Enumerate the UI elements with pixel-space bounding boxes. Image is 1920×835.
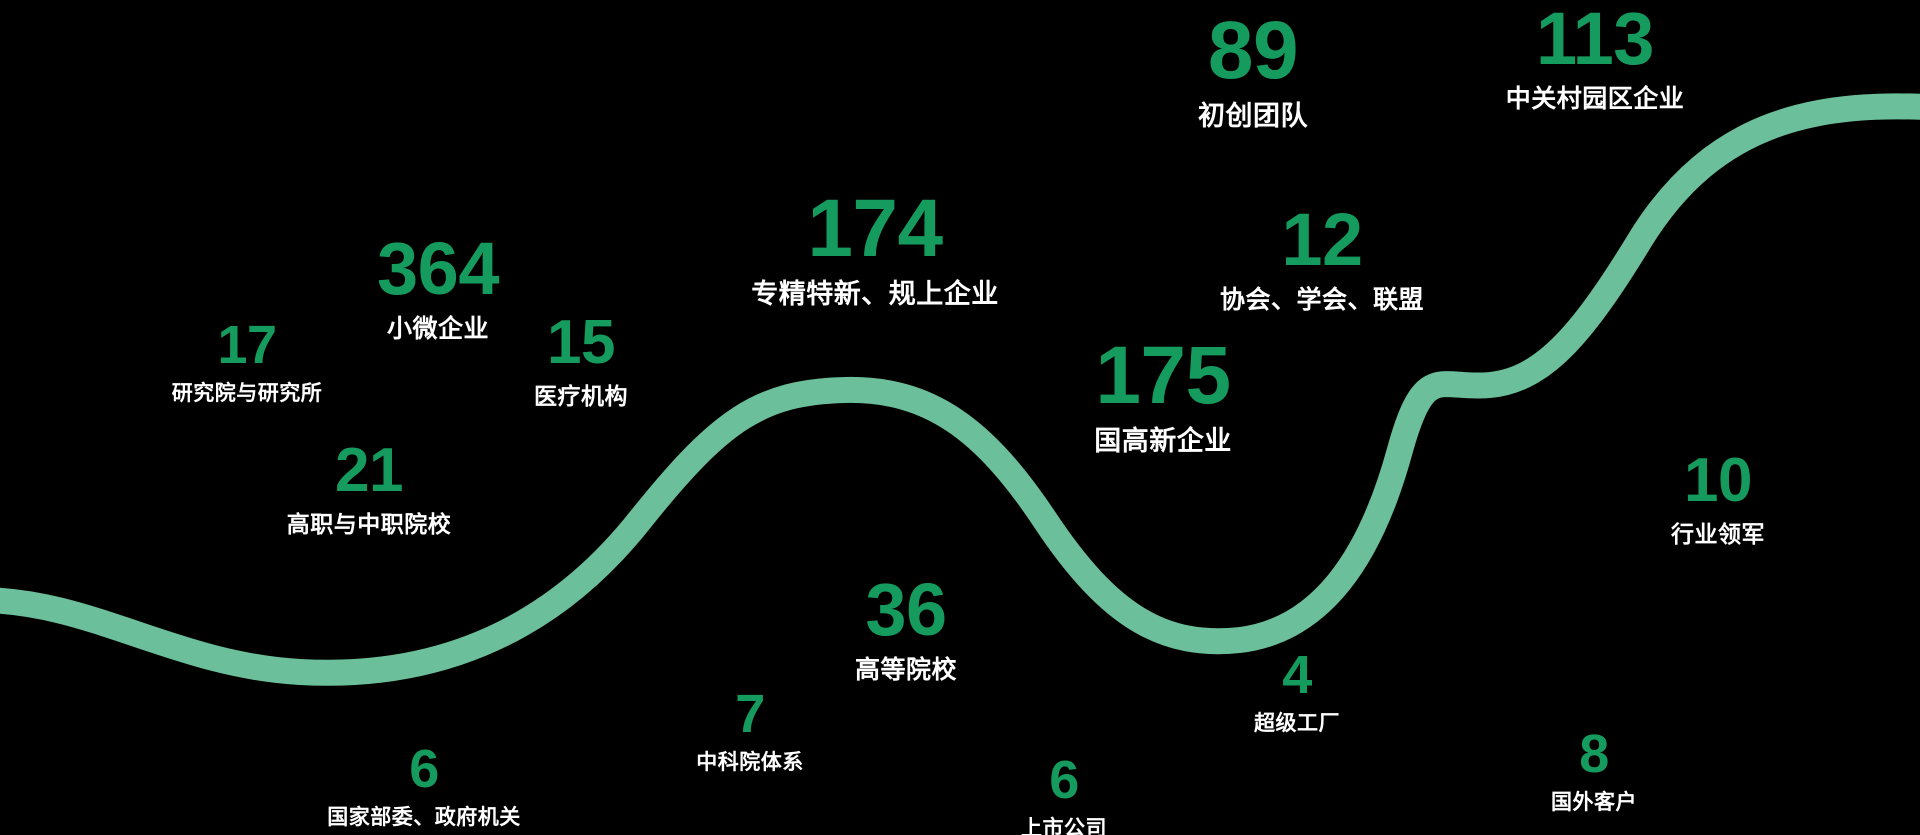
stat-label: 行业领军 [1671, 521, 1765, 547]
stat-item: 4 超级工厂 [1254, 648, 1340, 735]
stat-value: 364 [377, 227, 499, 310]
stat-label: 高等院校 [854, 656, 958, 684]
stat-value: 7 [735, 684, 765, 744]
stat-label: 协会、学会、联盟 [1219, 286, 1425, 314]
stat-label: 研究院与研究所 [171, 382, 323, 405]
stat-value: 89 [1207, 5, 1299, 96]
stat-value: 21 [335, 436, 403, 505]
stat-item: 6 上市公司 [1021, 753, 1107, 835]
stat-value: 8 [1579, 724, 1609, 784]
stat-label: 国外客户 [1551, 791, 1637, 814]
stat-value: 10 [1684, 446, 1752, 515]
stat-label: 医疗机构 [534, 383, 628, 409]
stat-item: 89 初创团队 [1198, 10, 1308, 132]
stat-item: 113 中关村园区企业 [1506, 2, 1685, 114]
stat-value: 174 [807, 183, 943, 274]
stat-value: 12 [1281, 198, 1363, 281]
stat-label: 中科院体系 [696, 751, 804, 774]
stat-value: 6 [1049, 750, 1079, 810]
stat-item: 7 中科院体系 [696, 687, 804, 774]
stat-label: 国家部委、政府机关 [327, 806, 521, 829]
stat-value: 6 [409, 739, 439, 799]
stat-item: 21 高职与中职院校 [287, 440, 452, 537]
stat-value: 15 [547, 308, 615, 377]
stat-label: 高职与中职院校 [286, 511, 452, 537]
stat-label: 国高新企业 [1094, 426, 1232, 456]
stat-label: 中关村园区企业 [1505, 85, 1685, 113]
stat-item: 364 小微企业 [377, 232, 499, 344]
stat-item: 17 研究院与研究所 [172, 318, 323, 405]
stat-value: 36 [865, 568, 947, 651]
stat-item: 6 国家部委、政府机关 [327, 742, 521, 829]
stat-label: 小微企业 [386, 315, 489, 343]
stat-item: 12 协会、学会、联盟 [1220, 203, 1424, 315]
stat-value: 175 [1095, 330, 1231, 421]
stat-value: 17 [217, 315, 277, 375]
stat-item: 8 国外客户 [1551, 727, 1637, 814]
stat-label: 专精特新、规上企业 [751, 279, 999, 309]
stat-item: 15 医疗机构 [534, 312, 628, 409]
stat-item: 174 专精特新、规上企业 [751, 188, 999, 310]
stat-item: 175 国高新企业 [1094, 335, 1232, 457]
stat-label: 初创团队 [1198, 101, 1308, 131]
stat-item: 10 行业领军 [1671, 450, 1765, 547]
stat-label: 超级工厂 [1254, 712, 1340, 735]
stat-value: 4 [1282, 645, 1312, 705]
stat-item: 36 高等院校 [855, 573, 957, 685]
stat-value: 113 [1536, 0, 1654, 80]
stat-label: 上市公司 [1021, 817, 1107, 835]
